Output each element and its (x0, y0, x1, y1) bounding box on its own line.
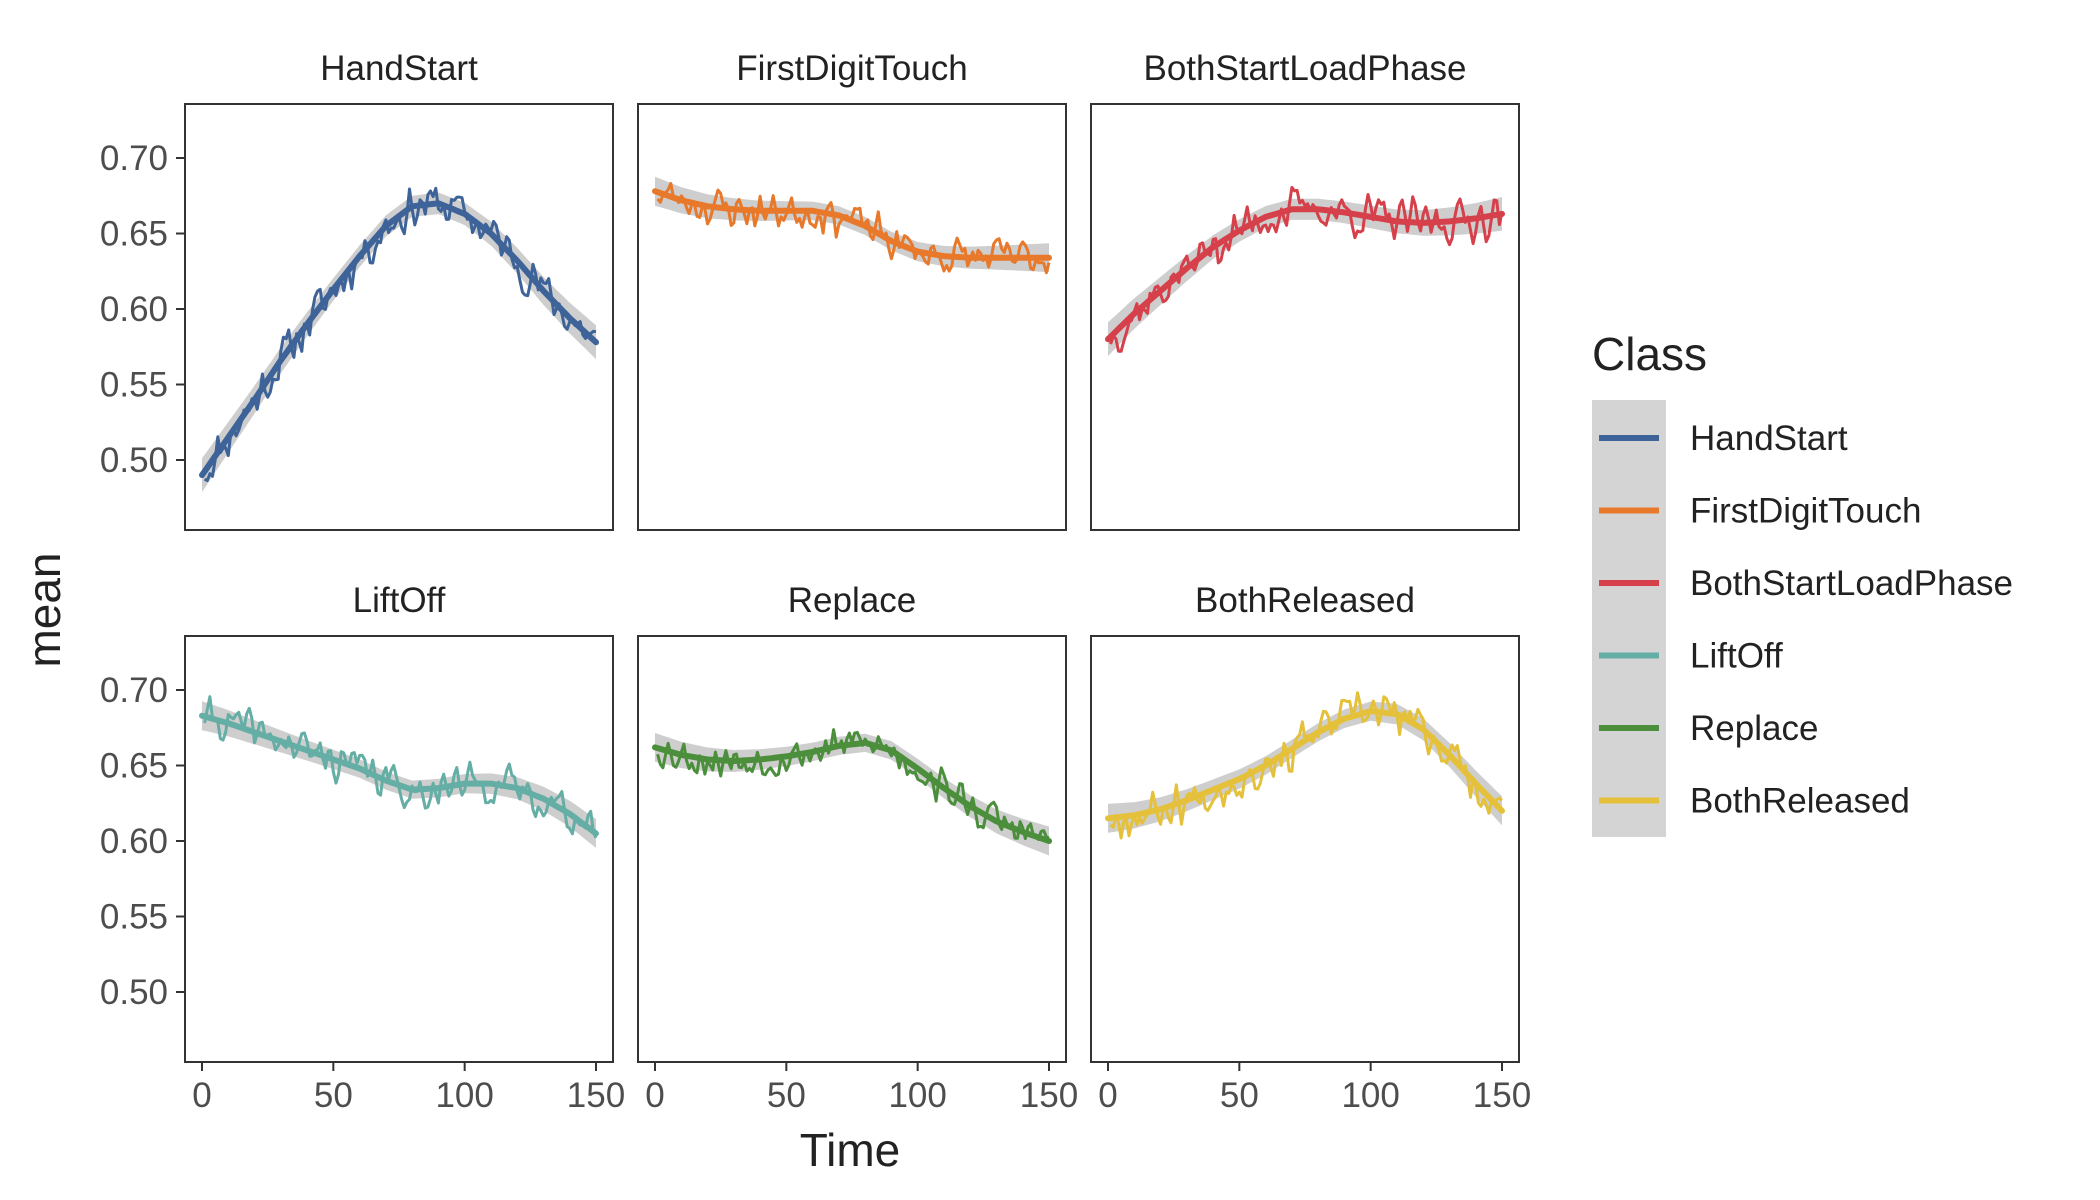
legend-title: Class (1592, 328, 1707, 380)
legend-items: HandStart FirstDigitTouch BothStartLoadPha… (1599, 419, 2013, 821)
legend-label: LiftOff (1690, 637, 1783, 676)
panel-border (637, 635, 1067, 1063)
panel-border (184, 103, 614, 531)
confidence-band (1108, 701, 1502, 833)
panel-title: Replace (788, 581, 916, 620)
panel-title: BothReleased (1195, 581, 1415, 620)
confidence-band (202, 192, 596, 492)
panel-BothReleased: BothReleased 0 50 100 150 (1090, 581, 1531, 1115)
series-line (1109, 691, 1503, 840)
legend-label: Replace (1690, 709, 1818, 748)
legend: Class HandStart FirstDigitTouch BothStartL… (1592, 328, 2013, 837)
trend-line (199, 712, 599, 837)
trend-line (652, 188, 1052, 261)
legend-item-Replace: Replace (1599, 709, 1818, 748)
x-tick-label: 100 (1341, 1076, 1399, 1115)
panel-border (184, 635, 614, 1063)
legend-item-BothReleased: BothReleased (1599, 782, 1910, 821)
y-tick-label: 0.55 (100, 366, 168, 405)
trend-line (1105, 206, 1505, 343)
x-tick-label: 50 (767, 1076, 806, 1115)
y-tick-label: 0.55 (100, 898, 168, 937)
panel-title: LiftOff (353, 581, 446, 620)
legend-item-FirstDigitTouch: FirstDigitTouch (1599, 492, 1921, 531)
legend-key-background (1592, 400, 1666, 837)
x-tick-label: 0 (1098, 1076, 1117, 1115)
series-line (203, 186, 597, 483)
y-tick-label: 0.60 (100, 822, 168, 861)
panel-BothStartLoadPhase: BothStartLoadPhase (1090, 49, 1520, 531)
legend-label: BothReleased (1690, 782, 1910, 821)
x-tick-label: 100 (888, 1076, 946, 1115)
panel-HandStart: HandStart 0.50 0.55 0.60 0.65 0.70 (100, 49, 614, 531)
panel-LiftOff: LiftOff 0.50 0.55 0.60 0.65 0.70 0 50 100 150 (100, 581, 625, 1115)
y-tick-label: 0.50 (100, 973, 168, 1012)
x-tick-label: 0 (645, 1076, 664, 1115)
confidence-band (655, 176, 1049, 273)
x-tick-label: 0 (192, 1076, 211, 1115)
panel-Replace: Replace 0 50 100 150 (637, 581, 1078, 1115)
x-tick-label: 150 (1020, 1076, 1078, 1115)
panel-title: HandStart (320, 49, 478, 88)
x-axis-label: Time (800, 1124, 901, 1176)
y-axis-label: mean (18, 552, 70, 667)
y-tick-label: 0.65 (100, 747, 168, 786)
series-line (656, 728, 1050, 841)
legend-item-LiftOff: LiftOff (1599, 637, 1783, 676)
legend-item-HandStart: HandStart (1599, 419, 1848, 458)
trend-line (1105, 708, 1505, 822)
panel-border (1090, 635, 1520, 1063)
x-tick-label: 100 (435, 1076, 493, 1115)
panel-FirstDigitTouch: FirstDigitTouch (637, 49, 1067, 531)
y-tick-label: 0.70 (100, 671, 168, 710)
legend-label: FirstDigitTouch (1690, 492, 1921, 531)
y-tick-label: 0.65 (100, 215, 168, 254)
panel-border (637, 103, 1067, 531)
y-tick-label: 0.50 (100, 441, 168, 480)
y-tick-label: 0.70 (100, 139, 168, 178)
x-tick-label: 150 (1473, 1076, 1531, 1115)
legend-label: BothStartLoadPhase (1690, 564, 2013, 603)
legend-label: HandStart (1690, 419, 1848, 458)
panel-title: BothStartLoadPhase (1143, 49, 1466, 88)
y-tick-label: 0.60 (100, 290, 168, 329)
panel-border (1090, 103, 1520, 531)
series-line (203, 695, 598, 839)
x-tick-label: 50 (1220, 1076, 1259, 1115)
panel-title: FirstDigitTouch (736, 49, 967, 88)
trend-line (652, 739, 1052, 844)
legend-item-BothStartLoadPhase: BothStartLoadPhase (1599, 564, 2013, 603)
x-tick-label: 150 (567, 1076, 625, 1115)
trend-line (199, 200, 599, 479)
panels: HandStart 0.50 0.55 0.60 0.65 0.70 FirstDigitT… (100, 49, 1531, 1115)
x-tick-label: 50 (314, 1076, 353, 1115)
